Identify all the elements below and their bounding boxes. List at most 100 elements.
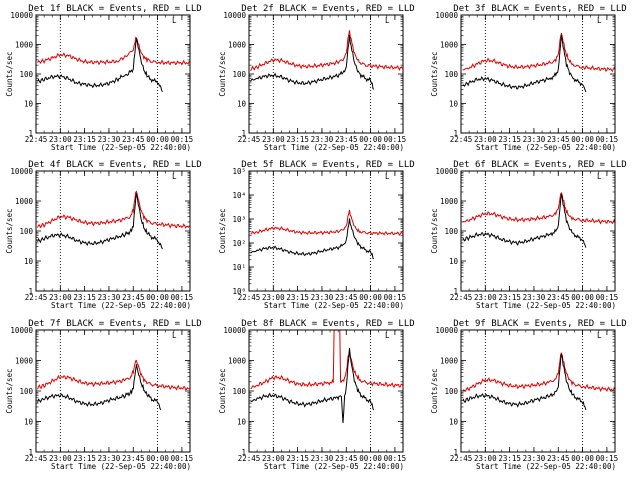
panel-title: Det 4f BLACK = Events, RED = LLD — [28, 160, 201, 170]
series-events-line — [462, 34, 587, 92]
x-axis-label: Start Time (22-Sep-05 22:40:00) — [51, 143, 191, 152]
x-axis-label: Start Time (22-Sep-05 22:40:00) — [476, 462, 616, 471]
plot-frame — [248, 329, 404, 453]
y-tick-label: 1000 — [440, 197, 459, 206]
x-tick-label: 23:30 — [523, 293, 546, 302]
y-axis-label: Counts/sec — [218, 51, 227, 96]
x-tick-label: 23:00 — [474, 135, 497, 144]
panel-title: Det 9f BLACK = Events, RED = LLD — [453, 319, 626, 329]
x-tick-label: 23:00 — [474, 454, 497, 463]
x-tick-label: 23:15 — [498, 135, 521, 144]
plot-frame — [460, 329, 616, 453]
y-tick-label: 1 — [241, 129, 246, 138]
panel-title: Det 1f BLACK = Events, RED = LLD — [28, 4, 201, 14]
x-tick-label: 00:15 — [384, 135, 407, 144]
x-tick-label: 00:15 — [596, 454, 619, 463]
plot-frame — [35, 170, 191, 292]
y-tick-label: 1000 — [15, 357, 34, 366]
y-axis-label: Counts/sec — [218, 208, 227, 253]
y-tick-label: 100 — [19, 70, 33, 79]
x-tick-label: 23:00 — [262, 135, 285, 144]
y-tick-label: 10000 — [10, 326, 33, 335]
series-events-line — [37, 37, 163, 93]
x-tick-label: 00:15 — [171, 454, 194, 463]
x-tick-label: 23:45 — [122, 293, 145, 302]
x-tick-label: 23:15 — [286, 293, 309, 302]
corner-mark: L — [385, 16, 390, 25]
x-tick-label: 22:45 — [25, 454, 48, 463]
y-tick-label: 10⁴ — [232, 191, 246, 200]
x-tick-label: 23:15 — [498, 293, 521, 302]
corner-mark: L — [385, 331, 390, 340]
y-axis-label: Counts/sec — [5, 368, 14, 413]
y-tick-label: 10 — [237, 418, 247, 427]
x-tick-label: 22:45 — [238, 135, 261, 144]
corner-mark: L — [385, 172, 390, 181]
series-events-line — [37, 364, 162, 411]
series-events-line — [462, 353, 587, 411]
y-tick-label: 1000 — [440, 41, 459, 50]
panel-title: Det 7f BLACK = Events, RED = LLD — [28, 319, 201, 329]
x-axis-label: Start Time (22-Sep-05 22:40:00) — [51, 462, 191, 471]
corner-mark: L — [172, 172, 177, 181]
x-tick-label: 23:00 — [474, 293, 497, 302]
plot-frame — [460, 14, 616, 134]
plot-frame — [35, 329, 191, 453]
x-axis-label: Start Time (22-Sep-05 22:40:00) — [476, 143, 616, 152]
y-axis-label: Counts/sec — [430, 368, 439, 413]
x-axis-label: Start Time (22-Sep-05 22:40:00) — [264, 301, 404, 310]
x-tick-label: 00:00 — [359, 293, 382, 302]
y-tick-label: 10 — [449, 257, 459, 266]
y-axis-label: Counts/sec — [5, 208, 14, 253]
series-lld-line — [250, 30, 403, 72]
x-tick-label: 23:15 — [73, 135, 96, 144]
x-tick-label: 22:45 — [450, 135, 473, 144]
series-events-line — [250, 218, 375, 260]
y-tick-label: 1 — [453, 448, 458, 457]
x-tick-label: 23:30 — [98, 293, 121, 302]
y-tick-label: 10³ — [232, 215, 246, 224]
y-tick-label: 1 — [28, 287, 33, 296]
series-lld-line — [37, 36, 190, 66]
x-tick-label: 23:30 — [98, 135, 121, 144]
y-axis-label: Counts/sec — [218, 368, 227, 413]
x-tick-label: 23:30 — [311, 135, 334, 144]
y-tick-label: 1000 — [15, 41, 34, 50]
x-tick-label: 23:45 — [335, 454, 358, 463]
x-tick-label: 00:15 — [384, 454, 407, 463]
y-tick-label: 10² — [232, 239, 246, 248]
series-lld-line — [250, 209, 403, 236]
panel-det-1: Det 1f BLACK = Events, RED = LLD L 1 10 100 1… — [5, 4, 202, 152]
y-tick-label: 1000 — [228, 41, 247, 50]
y-tick-label: 10 — [24, 257, 34, 266]
x-tick-label: 23:30 — [311, 454, 334, 463]
y-tick-label: 1000 — [228, 357, 247, 366]
y-tick-label: 1 — [453, 287, 458, 296]
corner-mark: L — [597, 172, 602, 181]
panel-det-8: Det 8f BLACK = Events, RED = LLD L 1 10 100 1… — [218, 319, 415, 471]
y-axis-label: Counts/sec — [5, 51, 14, 96]
y-tick-label: 1000 — [15, 197, 34, 206]
x-tick-label: 23:30 — [523, 454, 546, 463]
panel-det-5: Det 5f BLACK = Events, RED = LLD L 10⁰ 10¹ 1… — [218, 160, 415, 310]
x-tick-label: 23:00 — [49, 135, 72, 144]
x-tick-label: 23:15 — [286, 454, 309, 463]
panel-title: Det 3f BLACK = Events, RED = LLD — [453, 4, 626, 14]
x-tick-label: 00:00 — [146, 454, 169, 463]
y-tick-label: 100 — [19, 387, 33, 396]
x-tick-label: 23:15 — [286, 135, 309, 144]
x-tick-label: 00:15 — [384, 293, 407, 302]
y-tick-label: 10 — [24, 418, 34, 427]
panel-det-3: Det 3f BLACK = Events, RED = LLD L 1 10 100 1… — [430, 4, 627, 152]
x-tick-label: 22:45 — [25, 135, 48, 144]
series-lld-line — [462, 32, 615, 73]
x-axis-label: Start Time (22-Sep-05 22:40:00) — [264, 462, 404, 471]
x-tick-label: 23:45 — [335, 135, 358, 144]
x-tick-label: 23:30 — [98, 454, 121, 463]
y-tick-label: 100 — [232, 387, 246, 396]
y-tick-label: 10¹ — [232, 263, 246, 272]
x-tick-label: 23:00 — [49, 293, 72, 302]
x-tick-label: 22:45 — [238, 293, 261, 302]
panel-det-4: Det 4f BLACK = Events, RED = LLD L 1 10 100 1… — [5, 160, 202, 310]
